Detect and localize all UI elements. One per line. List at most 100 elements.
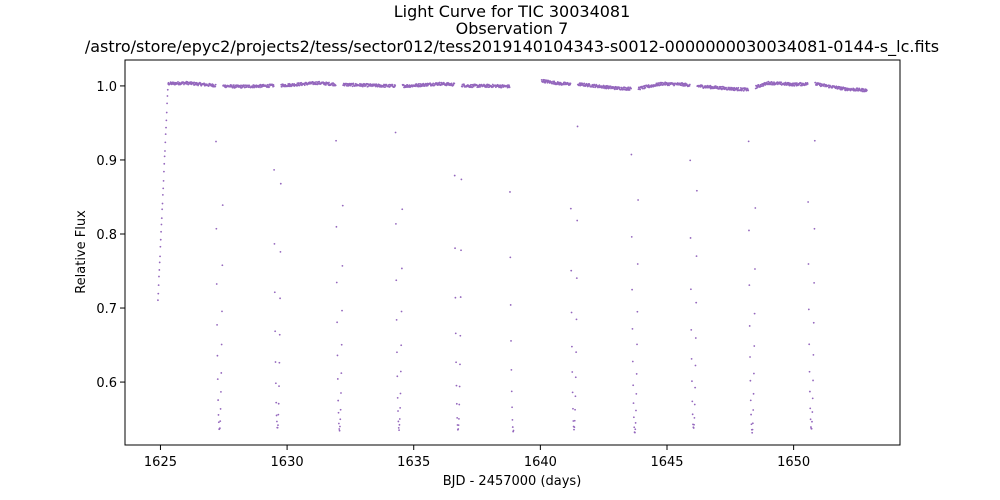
flux-point [695, 301, 698, 304]
flux-point [259, 86, 261, 89]
flux-point [396, 375, 399, 378]
flux-point [694, 337, 697, 339]
flux-point [273, 291, 276, 294]
flux-point [341, 264, 344, 267]
x-tick-label: 1645 [650, 455, 683, 470]
flux-point [160, 217, 163, 220]
flux-point [221, 264, 224, 267]
flux-point [637, 199, 639, 201]
flux-point [753, 312, 756, 315]
flux-point [193, 81, 196, 84]
flux-point [748, 284, 751, 286]
x-axis-label: BJD - 2457000 (days) [443, 474, 582, 489]
flux-point [511, 406, 513, 409]
flux-point [160, 230, 162, 233]
flux-point [688, 83, 691, 86]
y-tick-label: 0.9 [96, 154, 117, 169]
flux-point [290, 84, 293, 87]
flux-point [753, 372, 755, 375]
y-tick-label: 1.0 [96, 80, 117, 95]
flux-point [668, 84, 670, 87]
flux-point [365, 84, 367, 87]
flux-point [630, 153, 633, 156]
flux-point [572, 420, 575, 422]
flux-point [396, 396, 399, 399]
flux-point [214, 85, 217, 88]
flux-point [438, 81, 441, 84]
data-points [157, 78, 868, 434]
flux-point [576, 219, 579, 222]
flux-point [161, 193, 164, 196]
flux-point [215, 140, 217, 143]
flux-point [276, 426, 279, 429]
flux-point [632, 384, 635, 387]
flux-point [458, 417, 460, 420]
flux-point [399, 370, 402, 373]
flux-point [314, 81, 317, 83]
flux-point [159, 255, 161, 258]
flux-point [279, 297, 281, 300]
flux-point [162, 179, 165, 182]
flux-point [351, 85, 354, 88]
flux-point [395, 279, 398, 282]
flux-point [161, 208, 164, 211]
flux-point [472, 85, 475, 88]
flux-point [297, 82, 300, 85]
flux-point [573, 419, 576, 422]
flux-point [639, 88, 642, 91]
flux-point [749, 399, 752, 402]
flux-point [636, 263, 639, 265]
flux-point [160, 223, 163, 226]
flux-point [813, 282, 816, 284]
flux-point [694, 364, 697, 367]
flux-point [862, 88, 865, 91]
flux-point [807, 308, 810, 311]
flux-point [808, 343, 811, 346]
flux-point [631, 288, 633, 291]
flux-point [400, 310, 403, 313]
flux-point [737, 86, 740, 89]
flux-point [695, 189, 698, 192]
flux-point [166, 95, 169, 97]
title-line-1: Light Curve for TIC 30034081 [394, 2, 631, 21]
flux-point [399, 406, 402, 409]
flux-point [167, 81, 170, 84]
flux-point [341, 204, 344, 207]
flux-point [810, 427, 813, 430]
flux-point [400, 344, 403, 347]
flux-point [634, 431, 636, 434]
flux-point [455, 402, 458, 405]
flux-point [571, 391, 574, 394]
flux-point [510, 390, 513, 393]
flux-point [510, 368, 513, 371]
flux-point [243, 84, 246, 87]
flux-point [352, 83, 355, 86]
flux-point [689, 288, 692, 291]
flux-point [861, 90, 864, 93]
flux-point [338, 429, 341, 432]
flux-point [394, 131, 397, 134]
flux-point [635, 409, 637, 412]
flux-point [277, 413, 280, 416]
flux-point [158, 261, 161, 264]
flux-point [570, 269, 573, 272]
flux-point [546, 79, 548, 82]
flux-point [767, 80, 770, 83]
flux-point [751, 422, 754, 425]
flux-point [274, 330, 277, 333]
flux-point [811, 411, 814, 413]
flux-point [252, 84, 255, 86]
flux-point [618, 86, 621, 89]
flux-point [215, 283, 218, 285]
flux-point [402, 83, 405, 86]
flux-point [634, 428, 637, 431]
flux-point [809, 407, 812, 410]
flux-point [278, 333, 281, 336]
flux-point [164, 150, 166, 152]
flux-point [217, 421, 220, 424]
flux-point [544, 81, 547, 84]
flux-point [245, 86, 248, 88]
flux-point [511, 426, 514, 428]
flux-point [217, 399, 220, 401]
